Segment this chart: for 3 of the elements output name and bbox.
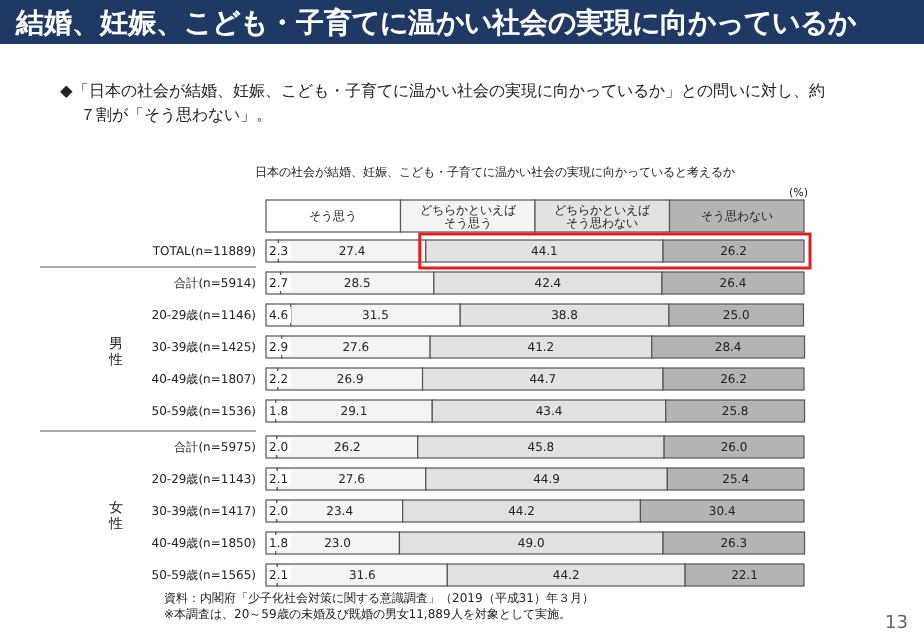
chart-title: 結婚、妊娠、こども・子育てに温かい社会の実現に向かっているか [14, 6, 858, 40]
chart-subtitle: ◆「日本の社会が結婚、妊娠、こども・子育てに温かい社会の実現に向かっているか」との問いに対し、約７割が「そう思わない」。 [60, 80, 825, 124]
text: 13 [885, 614, 908, 634]
